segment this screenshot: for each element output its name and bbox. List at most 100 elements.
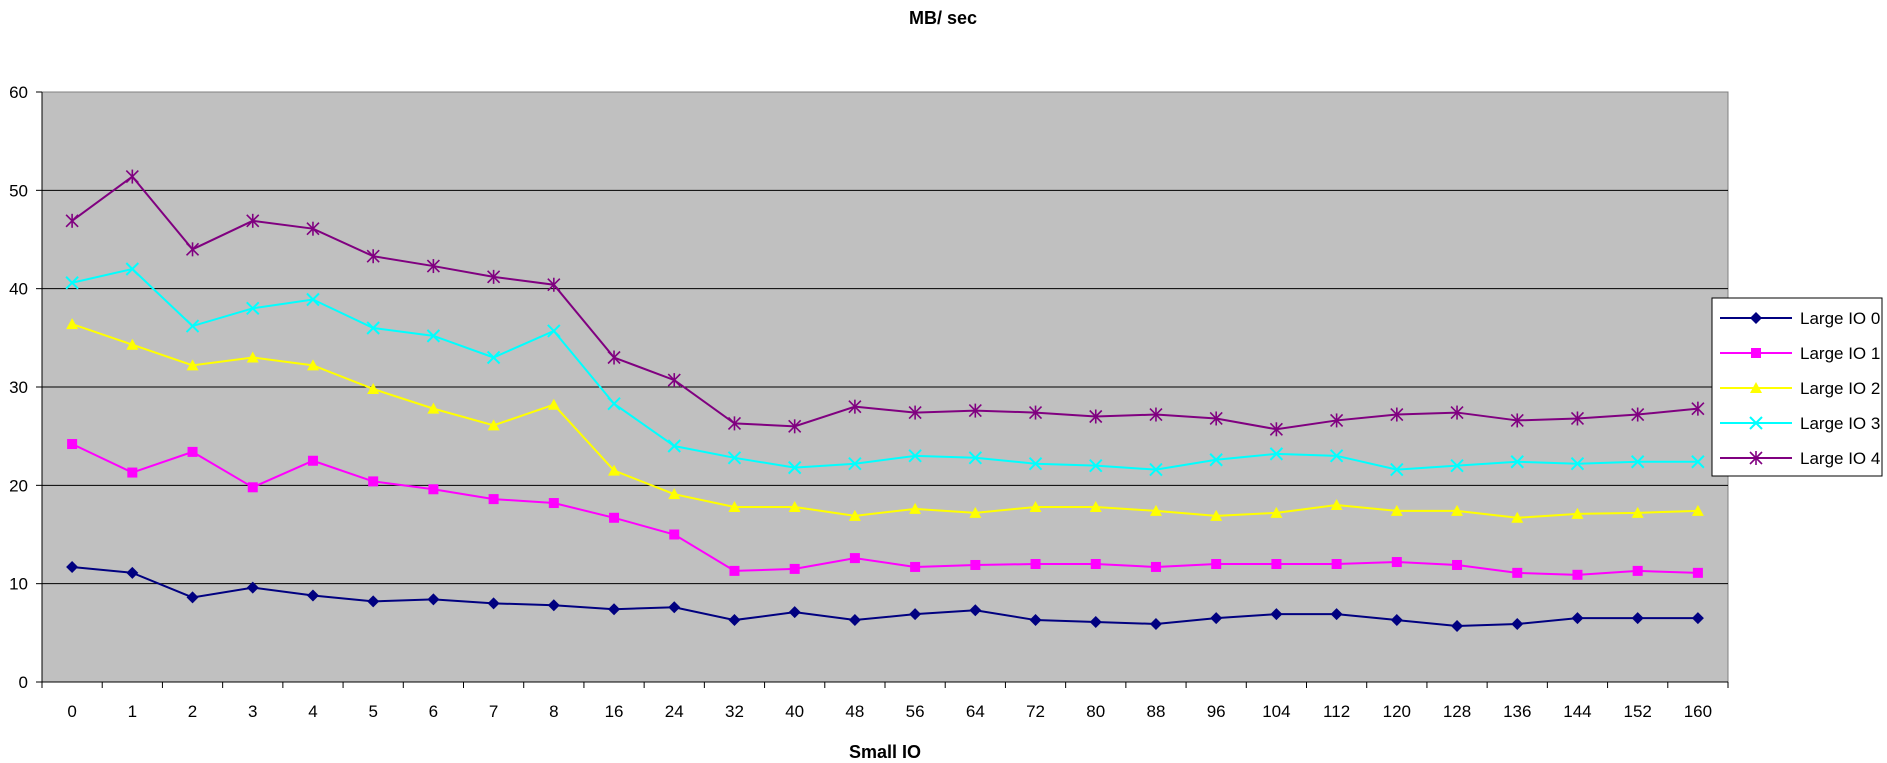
series-3 (65, 262, 1705, 477)
data-point (1631, 407, 1645, 422)
data-point (66, 318, 79, 330)
data-point (427, 402, 440, 414)
y-tick-label: 10 (9, 575, 28, 594)
x-tick-label: 80 (1086, 702, 1105, 721)
data-point (246, 301, 260, 316)
data-point (307, 455, 318, 466)
data-point (668, 601, 681, 614)
data-point (1028, 405, 1043, 420)
data-point (848, 456, 862, 471)
data-point (1691, 455, 1705, 469)
data-point (1149, 462, 1163, 477)
series-line (71, 323, 1698, 519)
series-2 (66, 318, 1704, 523)
data-point (910, 561, 921, 572)
data-point (1390, 504, 1403, 516)
data-point (669, 529, 680, 540)
x-tick-label: 152 (1623, 702, 1651, 721)
data-point (426, 329, 441, 343)
series-4 (65, 169, 1705, 437)
data-point (126, 566, 139, 579)
data-point (306, 292, 320, 307)
legend-item: Large IO 3 (1720, 414, 1880, 433)
data-point (1510, 455, 1524, 469)
data-point (65, 213, 79, 228)
x-tick-label: 7 (489, 702, 498, 721)
data-point (246, 581, 259, 594)
legend-marker (1750, 382, 1762, 393)
data-point (1450, 458, 1464, 473)
data-point (668, 488, 681, 500)
data-point (1329, 449, 1344, 463)
data-point (246, 351, 259, 363)
data-point (1451, 504, 1464, 516)
y-tick-label: 20 (9, 476, 28, 495)
data-point (667, 373, 681, 388)
data-point (1030, 559, 1041, 569)
x-tick-label: 64 (966, 702, 985, 721)
x-tick-label: 40 (785, 702, 804, 721)
data-point (427, 593, 440, 606)
legend-label: Large IO 4 (1800, 449, 1880, 468)
data-point (186, 591, 199, 604)
data-point (1331, 559, 1342, 569)
data-point (1631, 612, 1644, 625)
data-point (547, 277, 561, 292)
x-tick-label: 88 (1147, 702, 1166, 721)
data-point (1269, 422, 1283, 437)
y-tick-label: 40 (9, 280, 28, 299)
x-tick-label: 24 (665, 702, 684, 721)
data-point (125, 262, 140, 276)
data-point (185, 242, 200, 257)
y-tick-label: 50 (9, 181, 28, 200)
x-tick-label: 4 (308, 702, 317, 721)
x-tick-label: 48 (845, 702, 864, 721)
data-point (186, 359, 199, 371)
data-point (67, 439, 78, 450)
chart-title: MB/ sec (909, 8, 977, 28)
legend-item: Large IO 2 (1720, 379, 1880, 398)
data-point (1630, 455, 1645, 469)
data-point (1511, 511, 1524, 523)
data-point (547, 599, 560, 612)
data-point (1632, 565, 1643, 576)
data-point (729, 565, 740, 576)
data-point (368, 476, 379, 487)
data-point (1391, 557, 1402, 568)
series-1 (67, 439, 1703, 580)
data-point (970, 559, 981, 570)
legend-marker (1751, 348, 1761, 358)
y-axis: 0 10 20 30 40 50 60 (9, 83, 43, 692)
legend-label: Large IO 3 (1800, 414, 1880, 433)
data-point (908, 405, 922, 420)
legend-label: Large IO 2 (1800, 379, 1880, 398)
data-point (185, 319, 200, 333)
data-point (1511, 617, 1524, 630)
x-tick-label: 1 (128, 702, 137, 721)
data-point (1571, 507, 1584, 519)
gridlines (42, 189, 1728, 585)
x-tick-label: 56 (906, 702, 925, 721)
data-point (1090, 559, 1101, 569)
data-point (306, 221, 320, 236)
data-point (187, 446, 198, 457)
data-point (1510, 413, 1524, 428)
x-tick-label: 0 (67, 702, 76, 721)
data-point (1029, 614, 1042, 627)
data-point (1691, 401, 1705, 416)
x-axis: 0 1 2 3 4 5 6 7 8 16 24 32 40 48 56 64 72 80 88 96 104 112 120… (41, 681, 1729, 721)
series-layer (65, 169, 1705, 632)
x-tick-label: 16 (605, 702, 624, 721)
data-point (367, 595, 380, 608)
legend-marker (1749, 416, 1763, 430)
data-point (848, 614, 861, 627)
data-point (1692, 567, 1703, 578)
data-point (909, 502, 922, 514)
x-tick-label: 5 (368, 702, 377, 721)
legend-item: Large IO 0 (1720, 309, 1880, 328)
data-point (1570, 456, 1585, 471)
data-point (1271, 559, 1282, 569)
data-point (969, 506, 982, 518)
x-tick-label: 128 (1443, 702, 1471, 721)
y-tick-label: 30 (9, 378, 28, 397)
